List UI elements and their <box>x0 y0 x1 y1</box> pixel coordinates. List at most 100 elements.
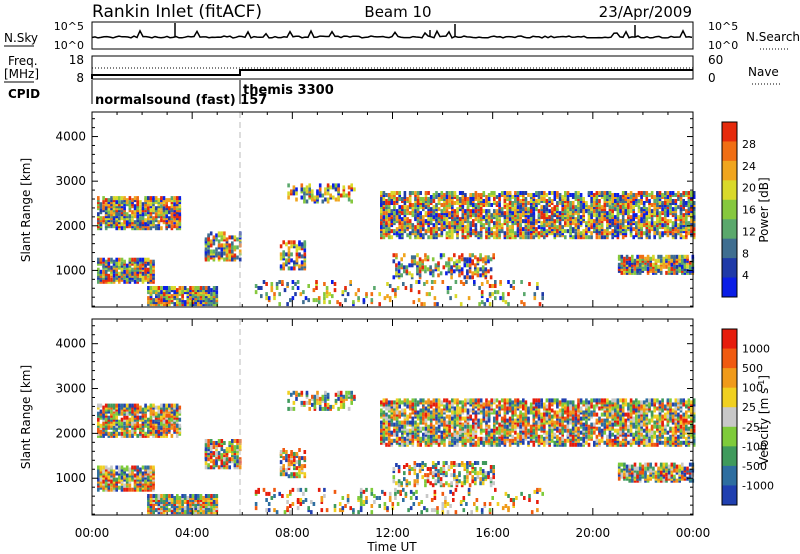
scatter-cell <box>408 235 412 240</box>
scatter-cell <box>325 290 329 295</box>
scatter-cell <box>382 215 386 220</box>
scatter-cell <box>144 196 147 201</box>
scatter-cell <box>472 205 475 210</box>
scatter-cell <box>336 300 339 305</box>
scatter-cell <box>141 423 145 428</box>
noise-right-label: N.Search <box>746 30 800 44</box>
scatter-cell <box>279 256 283 261</box>
scatter-cell <box>183 288 187 293</box>
scatter-cell <box>147 226 150 231</box>
scatter-cell <box>228 255 231 260</box>
scatter-cell <box>331 280 334 284</box>
scatter-cell <box>561 229 564 234</box>
scatter-cell <box>118 431 121 436</box>
scatter-cell <box>456 195 459 199</box>
scatter-cell <box>120 411 124 416</box>
scatter-cell <box>448 231 451 236</box>
scatter-cell <box>133 214 137 219</box>
scatter-cell <box>648 207 651 212</box>
scatter-cell <box>424 197 428 201</box>
scatter-cell <box>307 284 310 288</box>
scatter-cell <box>485 199 488 203</box>
scatter-cell <box>293 240 296 245</box>
scatter-cell <box>136 257 139 262</box>
scatter-cell <box>136 485 139 490</box>
scatter-cell <box>168 508 171 513</box>
scatter-cell <box>202 506 205 511</box>
scatter-cell <box>429 227 433 232</box>
scatter-cell <box>385 406 388 411</box>
scatter-cell <box>107 433 111 438</box>
date-label: 23/Apr/2009 <box>599 3 692 21</box>
scatter-cell <box>416 191 420 195</box>
scatter-cell <box>538 302 542 307</box>
scatter-cell <box>585 227 588 232</box>
scatter-cell <box>115 411 118 416</box>
scatter-cell <box>223 449 226 454</box>
scatter-cell <box>397 269 401 274</box>
scatter-cell <box>178 423 182 428</box>
scatter-cell <box>110 487 113 492</box>
scatter-cell <box>176 506 179 511</box>
scatter-cell <box>303 187 306 192</box>
scatter-cell <box>286 302 289 307</box>
scatter-cell <box>123 403 126 408</box>
scatter-cell <box>334 392 338 397</box>
scatter-cell <box>387 400 391 405</box>
scatter-cell <box>593 193 596 197</box>
scatter-cell <box>493 191 496 195</box>
scatter-cell <box>619 219 622 224</box>
noise-right-tick-top: 10^5 <box>708 20 738 33</box>
scatter-cell <box>445 191 449 195</box>
scatter-cell <box>666 233 670 238</box>
scatter-cell <box>144 218 147 223</box>
scatter-cell <box>220 459 224 464</box>
scatter-cell <box>231 457 234 462</box>
scatter-cell <box>345 390 348 395</box>
scatter-cell <box>623 256 626 261</box>
scatter-cell <box>217 465 221 470</box>
scatter-cell <box>577 205 580 210</box>
scatter-cell <box>429 404 433 409</box>
scatter-cell <box>308 398 311 403</box>
scatter-cell <box>173 506 176 511</box>
scatter-cell <box>149 220 153 225</box>
scatter-cell <box>413 255 417 260</box>
scatter-cell <box>528 282 531 286</box>
power-y-label: Slant Range [km] <box>19 158 33 262</box>
scatter-cell <box>175 433 179 438</box>
scatter-cell <box>162 286 166 290</box>
scatter-cell <box>482 215 486 220</box>
scatter-cell <box>486 280 489 284</box>
scatter-cell <box>418 263 422 268</box>
scatter-cell <box>616 197 620 201</box>
scatter-cell <box>380 400 383 405</box>
scatter-cell <box>128 423 132 428</box>
scatter-cell <box>147 423 150 428</box>
scatter-cell <box>170 494 174 498</box>
scatter-cell <box>270 288 274 293</box>
scatter-cell <box>646 262 650 267</box>
scatter-cell <box>665 270 668 275</box>
scatter-cell <box>440 400 444 405</box>
scatter-cell <box>664 223 667 228</box>
scatter-cell <box>614 215 617 220</box>
scatter-cell <box>220 465 224 470</box>
scatter-cell <box>395 430 399 435</box>
scatter-cell <box>671 231 675 236</box>
scatter-cell <box>207 286 211 290</box>
scatter-cell <box>170 196 174 201</box>
scatter-cell <box>437 213 441 218</box>
scatter-cell <box>329 193 332 198</box>
scatter-cell <box>659 254 663 259</box>
scatter-cell <box>149 409 153 414</box>
scatter-cell <box>403 191 407 195</box>
scatter-cell <box>683 266 687 271</box>
scatter-cell <box>455 259 459 264</box>
scatter-cell <box>223 243 226 248</box>
scatter-cell <box>342 185 346 190</box>
scatter-cell <box>191 286 195 290</box>
scatter-cell <box>437 408 441 413</box>
scatter-cell <box>337 396 340 401</box>
scatter-cell <box>685 231 688 236</box>
